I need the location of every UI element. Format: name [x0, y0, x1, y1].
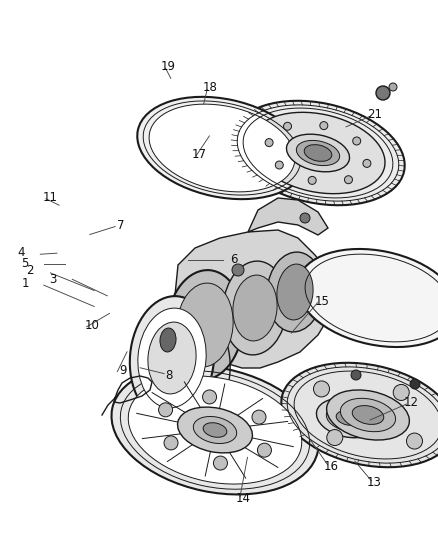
Circle shape [327, 430, 343, 446]
Circle shape [320, 122, 328, 130]
Ellipse shape [336, 411, 360, 425]
Text: 1: 1 [21, 277, 29, 290]
Ellipse shape [281, 363, 438, 467]
Ellipse shape [304, 144, 332, 161]
Text: 17: 17 [192, 148, 207, 161]
Circle shape [300, 213, 310, 223]
Ellipse shape [203, 423, 227, 437]
Text: 16: 16 [323, 460, 338, 473]
Circle shape [351, 370, 361, 380]
Ellipse shape [340, 398, 396, 432]
Ellipse shape [352, 406, 384, 424]
Ellipse shape [177, 407, 252, 453]
Text: 21: 21 [367, 108, 382, 121]
Circle shape [353, 137, 361, 145]
Text: 13: 13 [367, 476, 382, 489]
Ellipse shape [233, 275, 277, 341]
Ellipse shape [297, 140, 339, 166]
Ellipse shape [267, 252, 323, 332]
Circle shape [265, 139, 273, 147]
Ellipse shape [193, 416, 237, 443]
Ellipse shape [327, 390, 410, 440]
Ellipse shape [137, 97, 307, 199]
Text: 14: 14 [236, 492, 251, 505]
Text: 8: 8 [165, 369, 172, 382]
Text: 4: 4 [17, 246, 25, 259]
Ellipse shape [316, 398, 380, 438]
Circle shape [159, 403, 173, 417]
Ellipse shape [128, 376, 302, 484]
Circle shape [213, 456, 227, 470]
Ellipse shape [177, 283, 233, 367]
Text: 12: 12 [403, 396, 418, 409]
Ellipse shape [130, 296, 214, 420]
Ellipse shape [297, 249, 438, 347]
Ellipse shape [277, 264, 313, 320]
Circle shape [406, 433, 423, 449]
Circle shape [344, 176, 353, 184]
Circle shape [202, 390, 216, 404]
Text: 3: 3 [49, 273, 56, 286]
Text: 18: 18 [203, 82, 218, 94]
Circle shape [252, 410, 266, 424]
Circle shape [276, 161, 283, 169]
Circle shape [258, 443, 272, 457]
Circle shape [389, 83, 397, 91]
Circle shape [376, 86, 390, 100]
Text: 15: 15 [314, 295, 329, 308]
Text: 10: 10 [85, 319, 99, 332]
Text: 6: 6 [230, 253, 238, 265]
Circle shape [393, 384, 409, 400]
Text: 7: 7 [117, 220, 124, 232]
Circle shape [308, 176, 316, 184]
Text: 11: 11 [43, 191, 58, 204]
Circle shape [164, 436, 178, 450]
Ellipse shape [251, 112, 385, 193]
Circle shape [314, 381, 329, 397]
Ellipse shape [231, 101, 405, 205]
Ellipse shape [326, 405, 370, 432]
Ellipse shape [286, 134, 350, 172]
Circle shape [283, 122, 292, 130]
Text: 9: 9 [119, 364, 127, 377]
Circle shape [410, 379, 420, 389]
Text: 2: 2 [26, 264, 34, 277]
Ellipse shape [223, 261, 287, 355]
Ellipse shape [167, 270, 243, 380]
Text: 5: 5 [21, 257, 28, 270]
Polygon shape [175, 230, 335, 368]
Circle shape [363, 159, 371, 167]
Circle shape [232, 264, 244, 276]
Ellipse shape [112, 366, 318, 495]
Ellipse shape [149, 104, 295, 192]
Polygon shape [248, 198, 328, 235]
Text: 19: 19 [161, 60, 176, 73]
Ellipse shape [160, 328, 176, 352]
Ellipse shape [138, 308, 206, 408]
Ellipse shape [148, 322, 196, 394]
